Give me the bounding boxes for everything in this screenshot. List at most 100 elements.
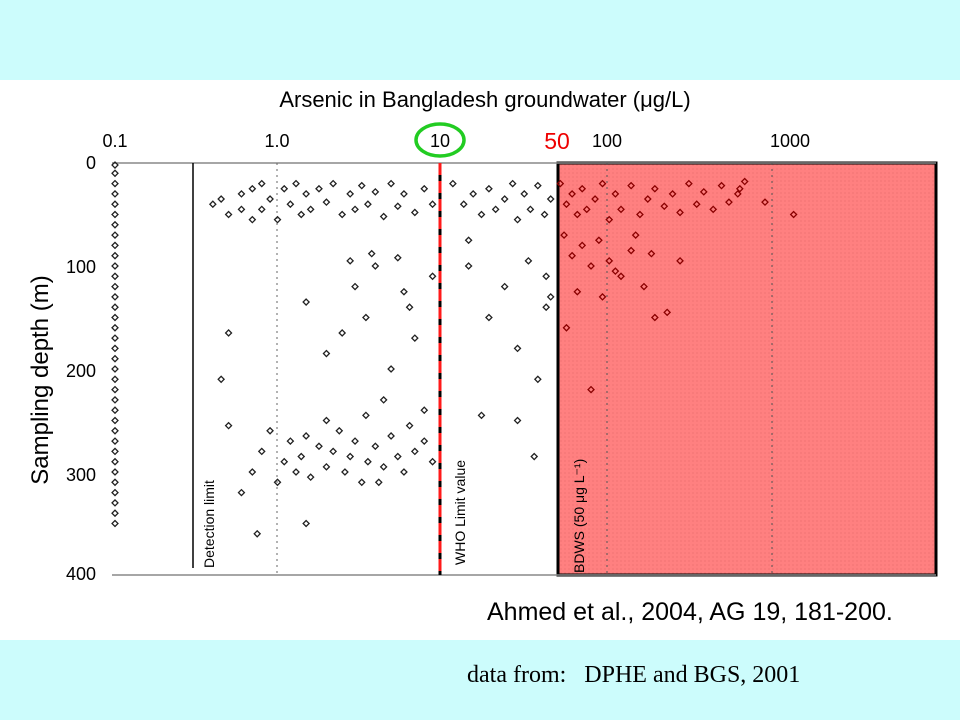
data-point [420, 184, 429, 193]
data-point [346, 452, 355, 461]
data-point [111, 293, 119, 301]
data-point [357, 181, 366, 190]
data-point [477, 210, 486, 219]
data-point [387, 365, 395, 373]
data-point [627, 181, 636, 190]
data-point [302, 519, 311, 528]
data-point [508, 179, 517, 188]
data-point [248, 468, 257, 476]
bottom-band [0, 640, 960, 720]
data-point [562, 323, 571, 332]
data-point [526, 205, 535, 214]
data-point [237, 190, 246, 198]
data-point [546, 195, 555, 203]
data-point [292, 179, 300, 188]
data-point [631, 231, 640, 239]
data-point [513, 215, 522, 224]
data-point [111, 509, 119, 518]
data-point [562, 200, 571, 209]
data-point [111, 200, 119, 209]
data-point [111, 437, 119, 445]
data-point [660, 202, 669, 211]
data-point [111, 313, 119, 322]
data-point [676, 208, 684, 217]
data-point [387, 432, 395, 440]
data-point [464, 262, 473, 270]
data-point [500, 195, 509, 203]
data-point [111, 190, 119, 198]
data-point [410, 334, 419, 342]
data-point [322, 349, 331, 358]
data-point [542, 303, 551, 312]
data-point [485, 313, 493, 322]
data-point [513, 344, 522, 353]
data-point [491, 205, 500, 214]
data-point [524, 256, 533, 265]
top-band [0, 0, 960, 80]
data-point [410, 208, 419, 217]
data-point [315, 184, 323, 193]
data-point [578, 241, 587, 250]
data-point [346, 190, 355, 198]
data-point [530, 452, 539, 461]
data-point [393, 452, 402, 461]
data-point [111, 282, 119, 291]
data-point [237, 488, 246, 497]
data-point [364, 200, 372, 209]
data-point [568, 251, 576, 260]
data-point [111, 210, 119, 219]
data-point [578, 184, 587, 193]
data-point [650, 313, 659, 322]
data-point [627, 246, 636, 255]
data-point [111, 478, 119, 487]
chart-figure: Arsenic in Bangladesh groundwater (μg/L)… [0, 80, 960, 640]
data-point [640, 282, 648, 291]
data-point [469, 190, 478, 198]
data-point [379, 462, 388, 471]
data-point [111, 303, 119, 312]
data-point [111, 519, 119, 528]
data-point [280, 457, 289, 466]
data-point [379, 212, 388, 221]
data-point [329, 179, 338, 188]
data-point [253, 529, 262, 538]
circled-tick-marker [414, 122, 466, 158]
data-point [111, 396, 119, 404]
data-point [224, 421, 233, 430]
data-point [464, 236, 473, 245]
data-point [306, 473, 315, 482]
data-point [357, 478, 366, 487]
bdws-exceedance-region [556, 161, 938, 577]
x-tick-label: 1.0 [264, 131, 289, 151]
data-point [371, 187, 380, 196]
data-point [733, 190, 742, 198]
data-point [351, 282, 359, 291]
data-point [351, 205, 359, 214]
data-point [111, 406, 119, 415]
data-point [111, 385, 119, 394]
data-point [286, 200, 295, 209]
data-point [362, 411, 370, 420]
x-tick-label: 1000 [770, 131, 810, 151]
data-point [273, 478, 282, 487]
data-point [111, 365, 119, 373]
data-point [387, 179, 395, 188]
bdws-50-label: 50 [544, 128, 570, 154]
chart-svg: Arsenic in Bangladesh groundwater (μg/L)… [27, 87, 938, 626]
data-point [761, 198, 769, 207]
y-tick-label: 100 [66, 257, 96, 277]
data-point [374, 478, 383, 487]
data-point [111, 426, 119, 435]
data-point [560, 231, 568, 239]
data-point [400, 190, 408, 198]
data-point [400, 287, 408, 296]
data-point [111, 375, 119, 384]
data-point [266, 195, 274, 203]
data-point [367, 249, 376, 258]
data-point [587, 262, 595, 270]
data-point [420, 437, 429, 445]
data-point [542, 272, 551, 281]
data-point [650, 184, 659, 193]
data-point [699, 187, 708, 196]
data-point [224, 329, 233, 337]
